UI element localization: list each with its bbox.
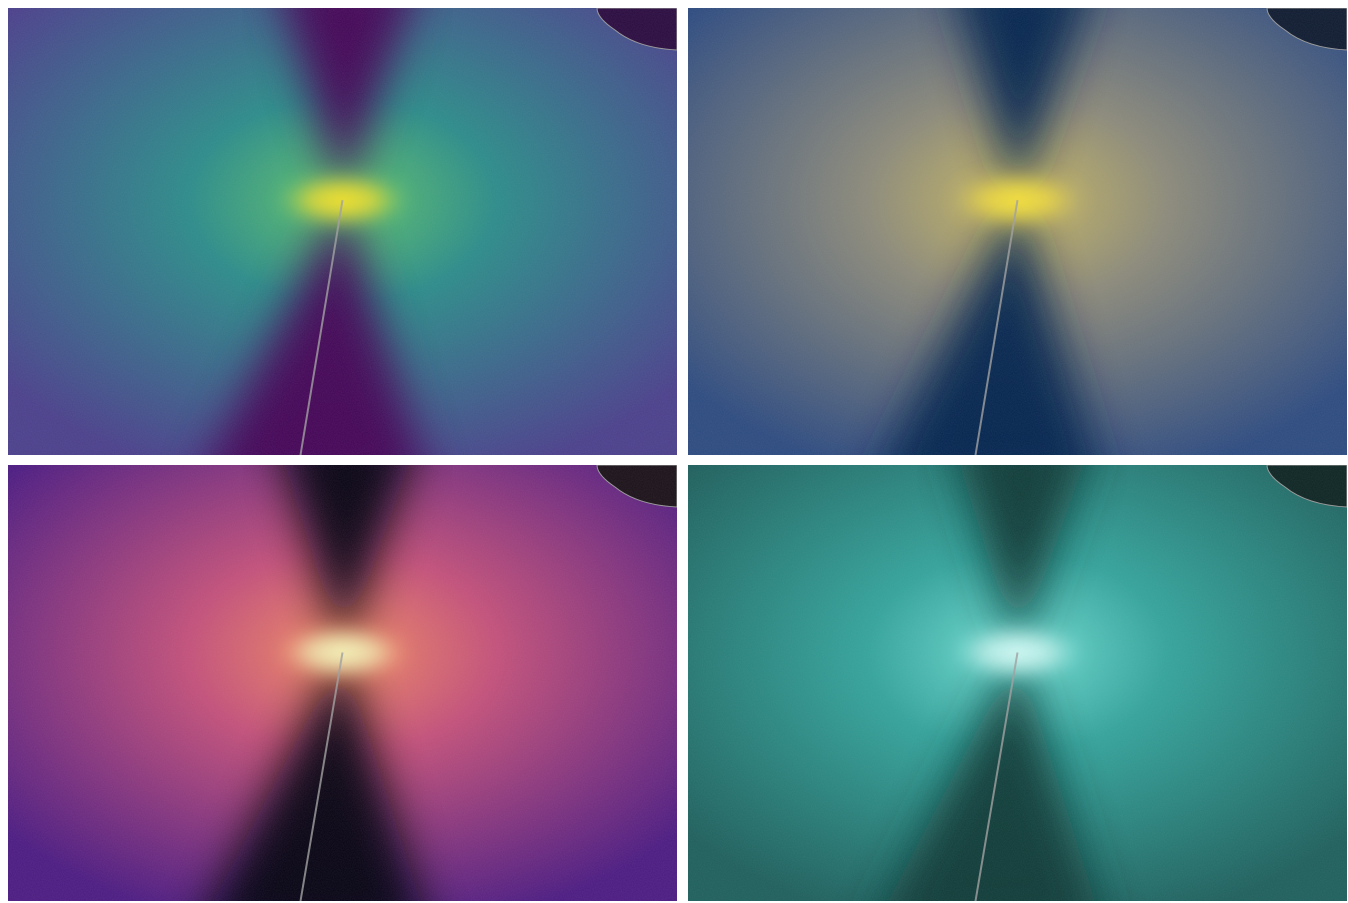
image-panel	[8, 0, 677, 495]
image-panel	[688, 0, 1347, 495]
noise-texture	[688, 8, 1347, 455]
image-panel	[8, 425, 677, 903]
image-grid	[0, 0, 1348, 903]
noise-texture	[8, 465, 677, 901]
page: (() => { const svg = document.getElement…	[0, 0, 1348, 903]
image-panel	[688, 425, 1347, 903]
noise-texture	[688, 465, 1347, 901]
noise-texture	[8, 8, 677, 455]
